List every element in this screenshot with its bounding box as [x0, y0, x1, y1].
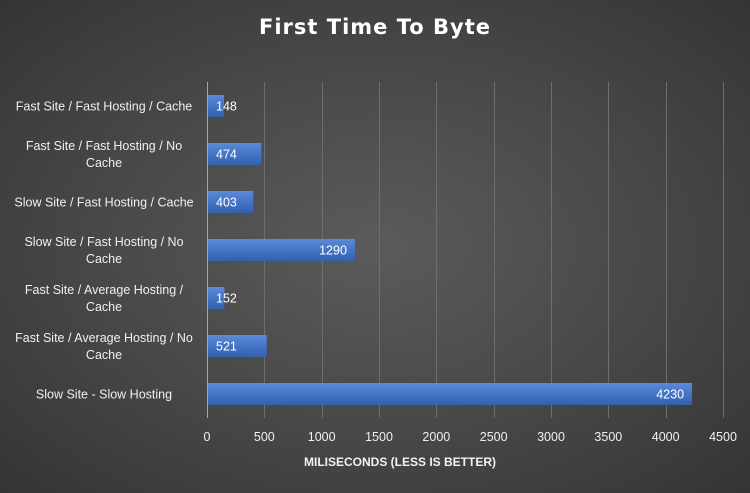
bar	[208, 239, 355, 261]
bar	[208, 95, 224, 117]
category-label: Fast Site / Average Hosting / No	[15, 331, 193, 345]
x-tick-label: 3000	[537, 430, 565, 444]
category-label: Slow Site / Fast Hosting / No	[24, 235, 183, 249]
category-label: Slow Site - Slow Hosting	[36, 388, 172, 402]
category-labels: Fast Site / Fast Hosting / Cache Fast Sit…	[14, 100, 193, 402]
x-tick-label: 1500	[365, 430, 393, 444]
x-tick-label: 4000	[652, 430, 680, 444]
x-tick-label: 0	[204, 430, 211, 444]
data-label: 521	[216, 340, 237, 354]
x-tick-labels: 0 500 1000 1500 2000 2500 3000 3500 4000 4500	[204, 430, 737, 444]
data-label: 152	[216, 292, 237, 306]
chart-title: First Time To Byte	[259, 15, 491, 39]
x-tick-label: 2000	[422, 430, 450, 444]
x-tick-label: 500	[254, 430, 275, 444]
data-label: 148	[216, 100, 237, 114]
x-tick-label: 3500	[594, 430, 622, 444]
x-axis-title: MILISECONDS (LESS IS BETTER)	[304, 455, 496, 469]
category-label: Cache	[86, 156, 122, 170]
x-tick-label: 1000	[308, 430, 336, 444]
x-tick-label: 4500	[709, 430, 737, 444]
bars: 148 474 403 1290 152 521 4230	[208, 95, 693, 405]
data-label: 403	[216, 196, 237, 210]
data-label: 474	[216, 148, 237, 162]
bar	[208, 287, 225, 309]
bar	[208, 191, 254, 213]
category-label: Cache	[86, 300, 122, 314]
data-label: 1290	[319, 244, 347, 258]
category-label: Cache	[86, 252, 122, 266]
bar	[208, 383, 693, 405]
category-label: Slow Site / Fast Hosting / Cache	[14, 196, 193, 210]
bar	[208, 143, 262, 165]
category-label: Fast Site / Average Hosting /	[25, 283, 184, 297]
gridlines	[264, 82, 724, 418]
category-label: Fast Site / Fast Hosting / Cache	[16, 100, 193, 114]
data-label: 4230	[656, 388, 684, 402]
x-tick-label: 2500	[480, 430, 508, 444]
category-label: Cache	[86, 348, 122, 362]
category-label: Fast Site / Fast Hosting / No	[26, 139, 182, 153]
bar	[208, 335, 267, 357]
